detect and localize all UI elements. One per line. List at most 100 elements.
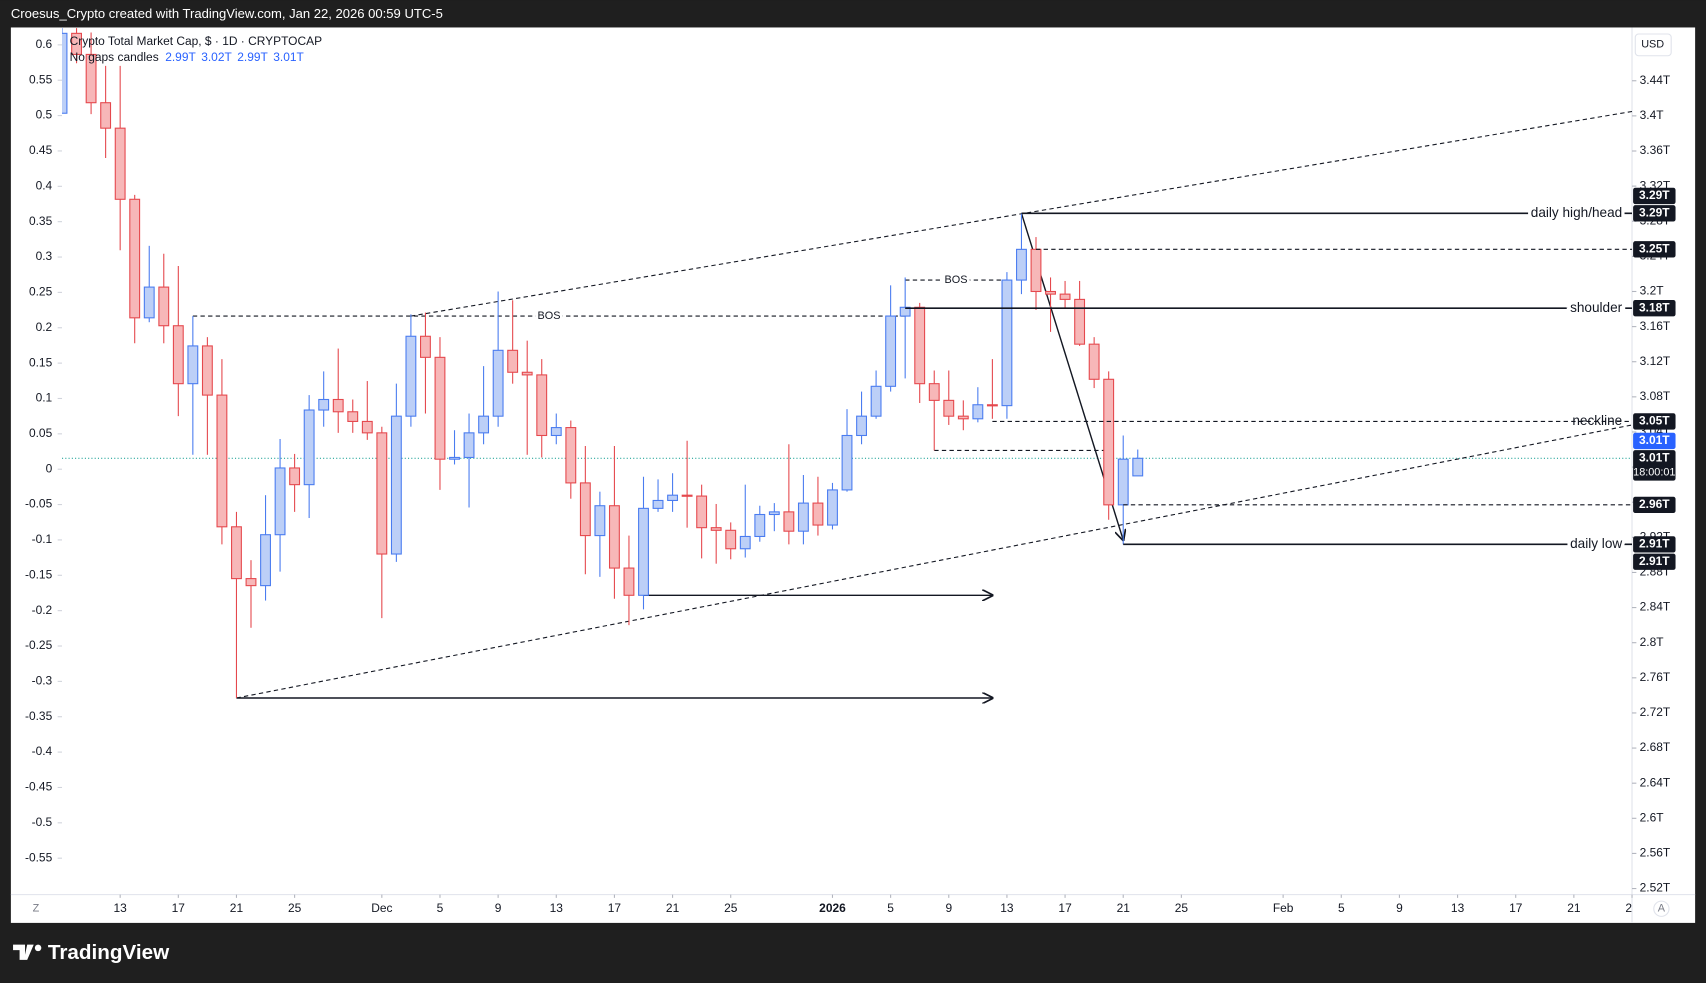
price-badge	[1633, 536, 1676, 553]
currency[interactable]: USD	[1641, 39, 1664, 51]
y2-tick-label: -0.2	[32, 603, 53, 617]
y2-tick-label: 0.2	[36, 320, 53, 334]
x-tick-label: Dec	[371, 901, 392, 915]
y-tick-label: 3.08T	[1640, 389, 1671, 403]
candle-body	[696, 495, 708, 529]
logo: TradingView	[13, 941, 170, 964]
logo-text: TradingView	[48, 941, 170, 964]
ohlc-value: 2.99T	[165, 50, 196, 64]
candle-body	[405, 335, 417, 417]
candle-body	[841, 434, 853, 491]
candle-body	[376, 432, 388, 555]
candle-body	[449, 456, 460, 460]
price-badge-label: 3.29T	[1639, 188, 1670, 202]
candle-body	[434, 356, 446, 460]
price-badge-label: 3.01T	[1639, 450, 1670, 464]
x-tick-label: 9	[495, 901, 502, 915]
logo-dot	[34, 944, 42, 952]
axes: 3.44T3.4T3.36T3.32T3.28T3.24T3.2T3.16T3.…	[25, 37, 1671, 915]
x-tick-label: 17	[1509, 901, 1523, 915]
price-badge	[1633, 241, 1676, 258]
candle-body	[390, 415, 402, 555]
candle-body	[797, 502, 809, 532]
candle-body	[100, 102, 112, 129]
scale-button[interactable]: A	[1658, 903, 1666, 915]
level-label: neckline	[1572, 413, 1622, 428]
x-tick-label: 13	[1000, 901, 1014, 915]
candle-body	[812, 502, 824, 526]
x-tick-label: 17	[172, 901, 186, 915]
x-tick-label: 21	[666, 901, 680, 915]
price-badge	[1633, 553, 1676, 570]
y2-tick-label: -0.15	[25, 567, 53, 581]
candle-body	[725, 529, 737, 550]
currency-box[interactable]	[1634, 33, 1672, 57]
candle-body	[885, 315, 897, 387]
candle-body	[158, 286, 170, 327]
candle-body	[579, 482, 591, 537]
price-badge-label: 3.25T	[1639, 241, 1670, 255]
y2-tick-label: 0.1	[36, 391, 53, 405]
candle-body	[521, 371, 533, 376]
price-badge-label: 2.91T	[1639, 537, 1670, 551]
candle-body	[1059, 293, 1071, 300]
candle-body	[870, 385, 882, 417]
scale-button[interactable]: Z	[33, 903, 40, 915]
y2-tick-label: 0	[46, 461, 53, 475]
y2-tick-label: -0.3	[32, 674, 53, 688]
logo-icon	[13, 944, 34, 960]
price-badge	[1633, 205, 1676, 222]
y2-tick-label: 0.05	[29, 426, 53, 440]
candle-body	[216, 394, 228, 528]
price-badge-label: 2.96T	[1639, 497, 1670, 511]
y-tick-label: 2.52T	[1640, 881, 1671, 895]
y2-tick-label: -0.25	[25, 638, 53, 652]
candle-body	[754, 513, 766, 538]
candle-body	[71, 32, 82, 55]
candle-body	[507, 349, 519, 373]
y2-tick-label: 0.35	[29, 214, 53, 228]
candle-body	[928, 383, 940, 401]
y-tick-label: 2.56T	[1640, 846, 1671, 860]
x-tick-label: Feb	[1273, 901, 1294, 915]
candle-body	[1016, 248, 1027, 281]
candle-body	[899, 306, 911, 317]
ohlc-value: 2.99T	[237, 50, 268, 64]
y2-tick-label: -0.5	[32, 815, 53, 829]
drawing-label: BOS	[538, 310, 561, 322]
candle-body	[681, 494, 693, 497]
candle-body	[1088, 343, 1100, 380]
candle-body	[289, 467, 301, 486]
candle-body	[623, 567, 635, 596]
x-tick-label: 5	[887, 901, 894, 915]
y-tick-label: 2.68T	[1640, 740, 1671, 754]
candle-body	[478, 415, 490, 434]
y2-tick-label: 0.15	[29, 355, 53, 369]
plot-area: BOS BOS daily high/head shoulder neckline dai…	[62, 28, 1633, 698]
candle-body	[856, 415, 867, 437]
y2-tick-label: 0.55	[29, 72, 53, 86]
x-tick-label: 25	[288, 901, 302, 915]
y2-tick-label: -0.1	[32, 532, 53, 546]
candle-body	[260, 534, 271, 587]
y-tick-label: 3.4T	[1640, 108, 1665, 122]
y2-tick-label: -0.05	[25, 497, 53, 511]
candle-body	[274, 467, 286, 536]
level-label: daily low	[1570, 536, 1622, 551]
x-tick-label: 5	[437, 901, 444, 915]
price-badge	[1633, 496, 1676, 514]
price-badge-label: 3.01T	[1639, 433, 1670, 447]
price-badge	[1633, 450, 1676, 481]
candle-body	[710, 527, 722, 531]
chart-panel	[10, 27, 1696, 923]
candle-body	[638, 507, 649, 596]
candle-body	[231, 526, 242, 580]
y-tick-label: 2.84T	[1640, 600, 1671, 614]
y2-tick-label: -0.4	[32, 744, 53, 758]
y-tick-label: 2.76T	[1640, 670, 1671, 684]
candle-body	[303, 409, 315, 486]
x-tick-label: 21	[1567, 901, 1581, 915]
candle-body	[739, 535, 751, 550]
y-tick-label: 3.36T	[1640, 143, 1671, 157]
y-tick-label: 3.16T	[1640, 319, 1671, 333]
